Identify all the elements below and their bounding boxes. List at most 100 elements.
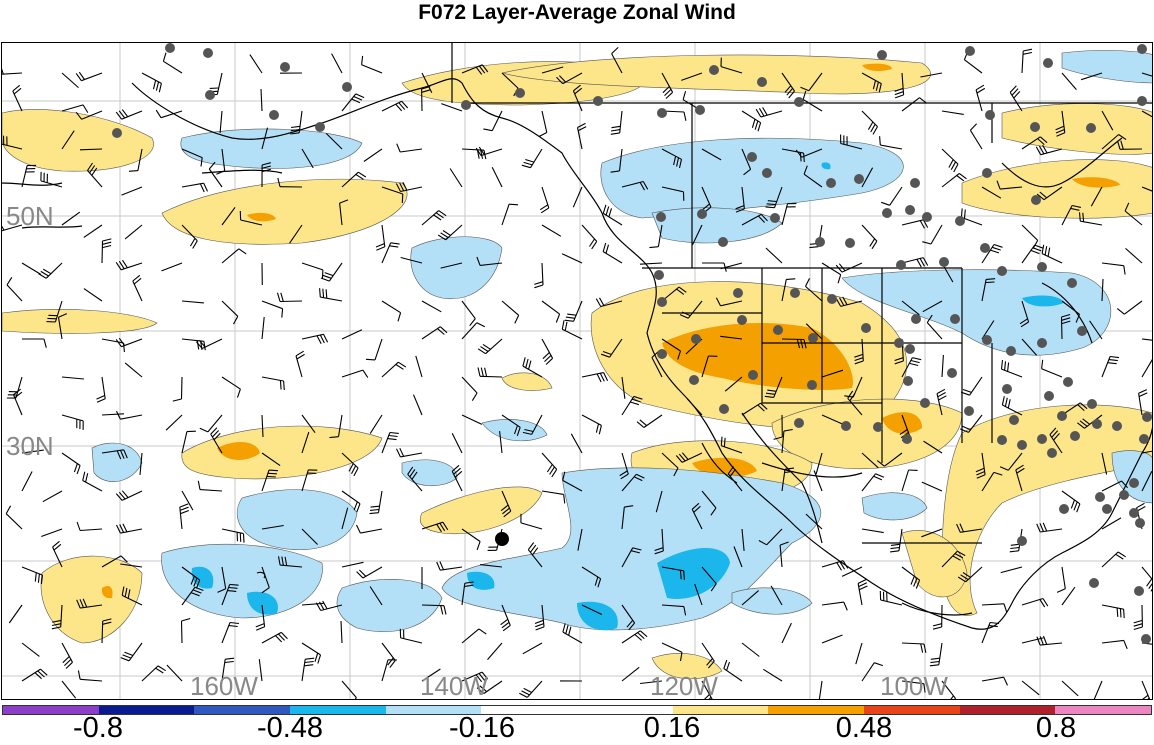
station-dot [873, 422, 883, 432]
wind-barb [163, 53, 182, 73]
wind-barb [422, 301, 441, 312]
wind-barb [1102, 605, 1124, 618]
colorbar-label: 0.48 [836, 712, 892, 745]
wind-barb [450, 169, 462, 188]
wind-barb [1141, 681, 1151, 700]
wind-barb [902, 220, 928, 229]
wind-barb [782, 204, 797, 225]
wind-barb [370, 491, 383, 514]
wind-barb [166, 415, 182, 430]
wind-barb [261, 89, 262, 111]
wind-barb [364, 149, 382, 162]
wind-barb [519, 681, 542, 697]
station-dot [657, 349, 667, 359]
wind-barb [62, 212, 80, 225]
station-dot [748, 370, 758, 380]
station-dot [1092, 419, 1102, 429]
wind-barb [603, 243, 622, 263]
wind-barb [84, 289, 102, 301]
station-dot [1009, 415, 1019, 425]
wind-barb [182, 619, 191, 644]
wind-barb [382, 643, 395, 668]
station-dot [657, 297, 667, 307]
wind-barb [1102, 640, 1127, 648]
wind-barb [7, 377, 22, 398]
station-dot [980, 243, 990, 253]
wind-barb [320, 288, 342, 301]
station-dot [1102, 504, 1112, 514]
wind-barb [1117, 301, 1142, 314]
station-dot [903, 376, 913, 386]
wind-barb [1022, 599, 1048, 608]
lon-label: 140W [420, 671, 488, 700]
station-dot [877, 50, 887, 60]
wind-barb [542, 301, 560, 323]
wind-barb [7, 277, 22, 301]
lon-label: 120W [650, 671, 718, 700]
station-dot [861, 323, 871, 333]
station-dot [1037, 434, 1047, 444]
wind-barb [902, 470, 918, 491]
wind-barb [582, 415, 601, 434]
wind-barb [102, 414, 124, 415]
wind-barb [1001, 567, 1022, 573]
station-dot [1137, 96, 1147, 106]
wind-barb [483, 111, 502, 131]
wind-barb [462, 629, 486, 643]
colorbar-label: 0.8 [1036, 712, 1076, 745]
wind-barb [858, 580, 867, 606]
wind-barb [622, 667, 639, 681]
wind-barb [1102, 263, 1125, 275]
wind-barb [562, 320, 582, 339]
wind-barb [542, 491, 565, 503]
wind-barb [250, 55, 262, 73]
wind-barb [441, 104, 462, 111]
wind-barb [43, 491, 62, 502]
wind-barb [902, 643, 926, 653]
station-dot [695, 105, 705, 115]
station-dot [997, 435, 1007, 445]
wind-barb [382, 362, 406, 377]
wind-barb [1062, 73, 1076, 90]
wind-barb [622, 631, 647, 643]
wind-barb [362, 56, 382, 73]
wind-barb [400, 629, 422, 643]
station-dot [807, 380, 817, 390]
lon-label: 100W [880, 671, 948, 700]
wind-barb [76, 72, 102, 81]
wind-barb [222, 377, 240, 398]
wind-barb [1142, 358, 1153, 377]
station-dot [719, 404, 729, 414]
station-dot [1086, 123, 1096, 133]
wind-barb [122, 187, 143, 195]
wind-barb [62, 377, 84, 379]
wind-barb [822, 602, 847, 610]
wind-barb [198, 481, 222, 491]
wind-barb [62, 415, 83, 430]
station-dot [1037, 338, 1047, 348]
wind-barb [84, 225, 102, 237]
station-dot [1087, 399, 1097, 409]
station-dot [747, 152, 757, 162]
station-dot [922, 212, 932, 222]
station-dot [1030, 122, 1040, 132]
wind-barb [142, 73, 161, 92]
station-dot [905, 205, 915, 215]
station-dot [826, 178, 836, 188]
colorbar-label: -0.48 [257, 712, 323, 745]
lat-label: 50N [6, 201, 54, 231]
wind-barb [62, 643, 73, 669]
wind-barb [578, 123, 587, 149]
station-dot [841, 421, 851, 431]
wind-barb [970, 124, 982, 149]
station-dot [902, 434, 912, 444]
storm-center-marker [495, 532, 509, 546]
wind-barb [342, 562, 364, 567]
wind-barb [22, 669, 47, 681]
station-dot [982, 168, 992, 178]
colorbar-label: -0.8 [73, 712, 123, 745]
station-dot [737, 315, 747, 325]
station-dot [985, 110, 995, 120]
wind-barb [930, 643, 942, 666]
lon-label: 160W [190, 671, 258, 700]
